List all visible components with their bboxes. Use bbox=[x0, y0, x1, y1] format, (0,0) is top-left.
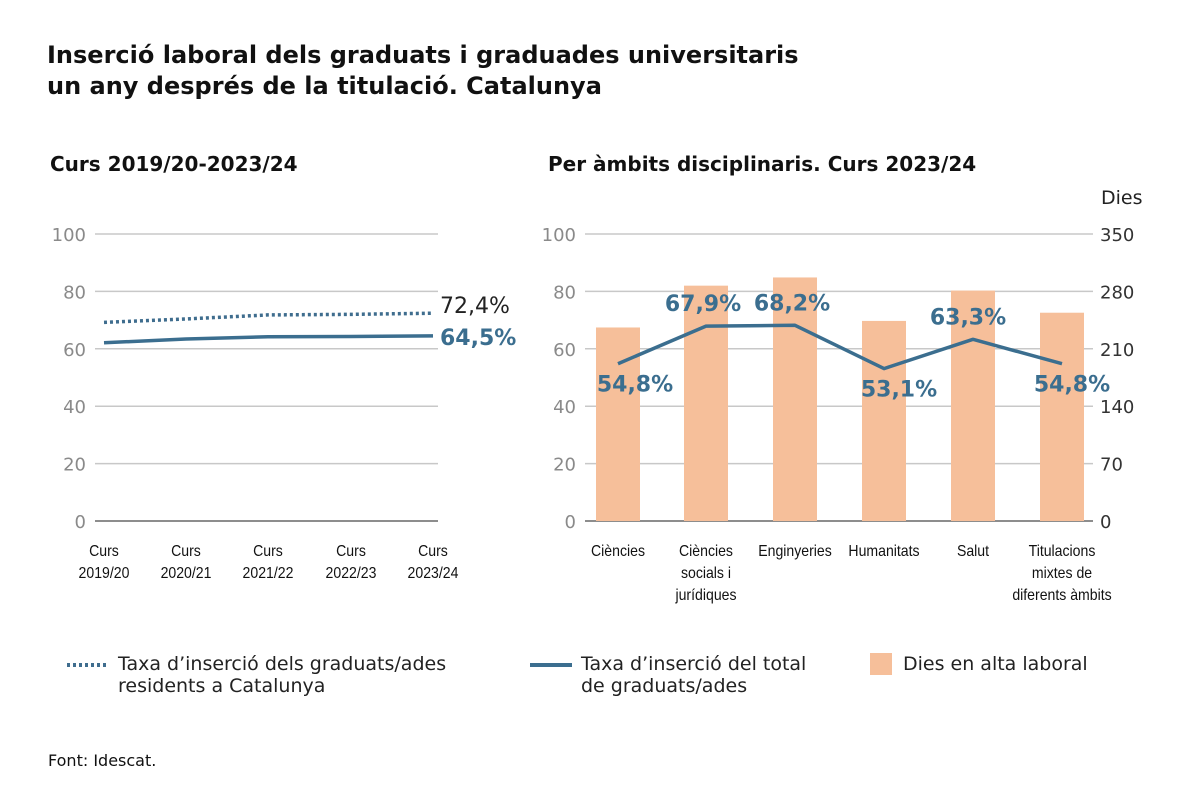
left-series-dotted-line bbox=[103, 311, 434, 325]
left-x-tick-label: 2023/24 bbox=[408, 564, 459, 582]
bar bbox=[684, 285, 728, 521]
left-y-tick-label: 40 bbox=[63, 397, 86, 418]
legend-dotted-swatch bbox=[67, 663, 109, 667]
right-line-data-label: 67,9% bbox=[665, 292, 741, 317]
right-right-y-tick-label: 210 bbox=[1100, 340, 1134, 361]
left-series-solid-line bbox=[103, 334, 434, 345]
left-y-tick-label: 60 bbox=[63, 340, 86, 361]
right-left-y-tick-label: 40 bbox=[553, 397, 576, 418]
right-x-tick-label: Ciències bbox=[591, 542, 645, 560]
legend-dotted-label-line-2: residents a Catalunya bbox=[118, 675, 326, 697]
right-x-tick-label: socials i bbox=[681, 564, 731, 582]
right-x-tick-label: Enginyeries bbox=[758, 542, 832, 560]
right-left-y-tick-label: 80 bbox=[553, 282, 576, 303]
bar bbox=[951, 290, 995, 521]
legend-bars-label-line-1: Dies en alta laboral bbox=[903, 653, 1088, 675]
bar bbox=[773, 277, 817, 521]
legend-solid-label-line-1: Taxa d’inserció del total bbox=[581, 653, 807, 675]
legend-solid-swatch bbox=[530, 663, 572, 667]
left-y-tick-label: 0 bbox=[75, 512, 86, 533]
title-line-1: Inserció laboral dels graduats i graduad… bbox=[47, 41, 799, 69]
right-x-tick-label: Humanitats bbox=[848, 542, 919, 560]
right-x-tick-label: jurídiques bbox=[675, 586, 737, 604]
right-line-data-label: 68,2% bbox=[754, 291, 830, 316]
right-left-y-tick-label: 60 bbox=[553, 340, 576, 361]
left-x-tick-label: Curs bbox=[253, 542, 283, 560]
left-y-tick-label: 100 bbox=[52, 225, 86, 246]
left-x-tick-label: Curs bbox=[336, 542, 366, 560]
right-left-y-tick-label: 100 bbox=[542, 225, 576, 246]
right-right-y-tick-label: 140 bbox=[1100, 397, 1134, 418]
legend-bars-swatch bbox=[870, 653, 892, 675]
right-line-data-label: 54,8% bbox=[597, 373, 673, 398]
right-x-tick-label: Titulacions bbox=[1029, 542, 1096, 560]
chart-title: Inserció laboral dels graduats i graduad… bbox=[47, 40, 799, 102]
title-line-2: un any després de la titulació. Cataluny… bbox=[47, 72, 602, 100]
left-y-tick-label: 20 bbox=[63, 455, 86, 476]
right-right-y-tick-label: 70 bbox=[1100, 455, 1123, 476]
left-x-tick-label: 2019/20 bbox=[79, 564, 130, 582]
legend-dotted-label-line-1: Taxa d’inserció dels graduats/ades bbox=[118, 653, 447, 675]
right-y-axis-title: Dies bbox=[1101, 187, 1143, 209]
bar bbox=[1040, 312, 1084, 521]
right-right-y-tick-label: 350 bbox=[1100, 225, 1134, 246]
right-x-tick-label: mixtes de bbox=[1032, 564, 1092, 582]
legend-solid-label-line-2: de graduats/ades bbox=[581, 675, 748, 697]
left-x-tick-label: Curs bbox=[89, 542, 119, 560]
left-solid-end-label: 64,5% bbox=[440, 326, 516, 351]
right-left-y-tick-label: 0 bbox=[565, 512, 576, 533]
left-chart-title: Curs 2019/20-2023/24 bbox=[50, 152, 298, 176]
bar bbox=[596, 327, 640, 521]
right-x-tick-label: Ciències bbox=[679, 542, 733, 560]
left-x-tick-label: 2021/22 bbox=[243, 564, 294, 582]
right-left-y-tick-label: 20 bbox=[553, 455, 576, 476]
legend-bars-label: Dies en alta laboral bbox=[903, 653, 1088, 675]
left-x-tick-label: Curs bbox=[418, 542, 448, 560]
left-x-tick-label: Curs bbox=[171, 542, 201, 560]
legend-dotted-label: Taxa d’inserció dels graduats/ades resid… bbox=[118, 653, 446, 697]
right-line-data-label: 53,1% bbox=[861, 378, 937, 403]
bar bbox=[862, 320, 906, 521]
right-right-y-tick-label: 0 bbox=[1100, 512, 1111, 533]
right-x-tick-label: Salut bbox=[957, 542, 990, 560]
right-chart-title: Per àmbits disciplinaris. Curs 2023/24 bbox=[548, 152, 977, 176]
right-series-line bbox=[617, 323, 1063, 371]
left-dotted-end-label: 72,4% bbox=[440, 294, 510, 319]
right-line-data-label: 54,8% bbox=[1034, 373, 1110, 398]
legend-solid-label: Taxa d’inserció del total de graduats/ad… bbox=[581, 653, 806, 697]
left-x-tick-label: 2020/21 bbox=[161, 564, 212, 582]
right-right-y-tick-label: 280 bbox=[1100, 282, 1134, 303]
left-x-tick-label: 2022/23 bbox=[326, 564, 377, 582]
right-line-data-label: 63,3% bbox=[930, 305, 1006, 330]
right-x-tick-label: diferents àmbits bbox=[1012, 586, 1111, 604]
source-note: Font: Idescat. bbox=[48, 751, 157, 770]
left-y-tick-label: 80 bbox=[63, 282, 86, 303]
left-chart: 0 20 40 60 80 100 Curs 2019/20 Curs 2020/21 Curs 20… bbox=[52, 225, 517, 582]
right-chart: 0 20 40 60 80 100 0 70 140 210 280 350 Dies Ciències C… bbox=[542, 187, 1143, 604]
